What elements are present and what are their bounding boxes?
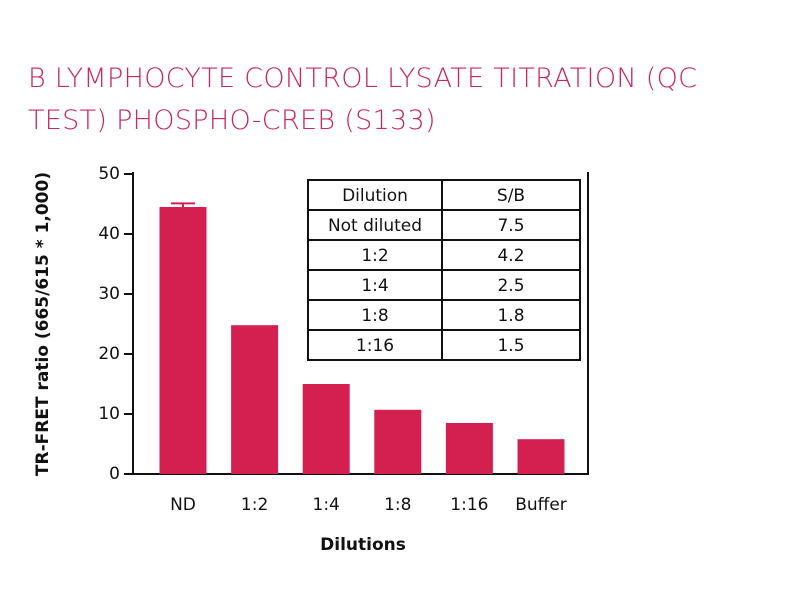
x-tick-label: 1:16 — [450, 495, 488, 515]
bar — [517, 439, 565, 474]
y-tick-label: 10 — [98, 404, 120, 424]
x-tick-label: 1:4 — [313, 495, 340, 515]
table-cell: Not diluted — [328, 216, 422, 236]
bar — [231, 325, 279, 474]
table-cell: 1:4 — [361, 276, 388, 296]
y-tick-label: 0 — [109, 464, 120, 484]
table-cell: 4.2 — [497, 246, 524, 266]
table-cell: 2.5 — [497, 276, 524, 296]
x-tick-label: 1:8 — [384, 495, 411, 515]
error-bar — [171, 202, 195, 207]
table-cell: 1:16 — [356, 336, 394, 356]
y-tick-label: 30 — [98, 284, 120, 304]
x-tick-label: Buffer — [515, 495, 567, 515]
table-cell: 1:8 — [361, 306, 388, 326]
y-tick-label: 40 — [98, 224, 120, 244]
table-cell: Dilution — [342, 186, 408, 206]
table-cell: 7.5 — [497, 216, 524, 236]
y-axis-label: TR-FRET ratio (665/615 * 1,000) — [33, 172, 53, 476]
bar — [445, 423, 493, 474]
table-cell: 1.8 — [497, 306, 524, 326]
x-tick-label: ND — [170, 495, 196, 515]
x-tick-label: 1:2 — [241, 495, 268, 515]
x-axis-label: Dilutions — [320, 535, 406, 555]
table-cell: 1.5 — [497, 336, 524, 356]
table-cell: S/B — [497, 186, 525, 206]
bar — [374, 409, 422, 474]
table-cell: 1:2 — [361, 246, 388, 266]
chart-title: B LYMPHOCYTE CONTROL LYSATE TITRATION (Q… — [28, 63, 698, 136]
bar — [302, 384, 350, 474]
y-tick-label: 20 — [98, 344, 120, 364]
y-tick-label: 50 — [98, 164, 120, 184]
bar — [159, 207, 207, 474]
